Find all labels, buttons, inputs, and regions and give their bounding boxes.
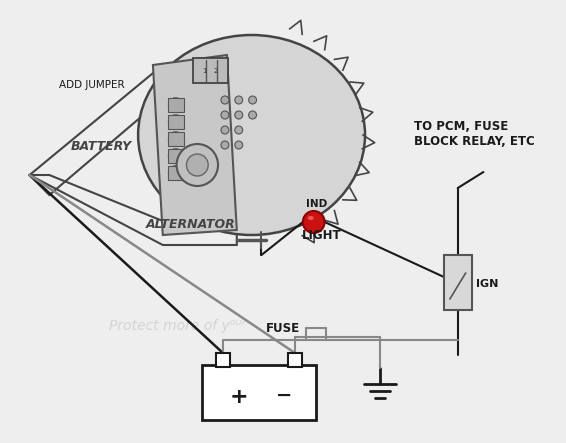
Ellipse shape bbox=[177, 144, 218, 186]
Circle shape bbox=[235, 96, 243, 104]
Circle shape bbox=[303, 211, 324, 233]
Circle shape bbox=[221, 141, 229, 149]
Ellipse shape bbox=[186, 154, 208, 176]
Bar bbox=[202, 365, 316, 420]
Bar bbox=[168, 115, 183, 129]
Bar bbox=[168, 98, 183, 112]
Circle shape bbox=[221, 111, 229, 119]
Ellipse shape bbox=[308, 216, 314, 220]
Bar bbox=[168, 149, 183, 163]
Bar bbox=[194, 58, 228, 83]
Bar bbox=[444, 255, 471, 310]
Text: 1: 1 bbox=[202, 68, 207, 74]
Text: 2: 2 bbox=[213, 68, 217, 74]
Circle shape bbox=[221, 96, 229, 104]
Polygon shape bbox=[153, 55, 237, 235]
Bar bbox=[168, 166, 183, 180]
Circle shape bbox=[235, 126, 243, 134]
Text: IND: IND bbox=[306, 199, 327, 209]
Circle shape bbox=[221, 126, 229, 134]
Text: −: − bbox=[276, 386, 293, 405]
Text: +: + bbox=[230, 387, 248, 407]
Circle shape bbox=[235, 111, 243, 119]
Circle shape bbox=[248, 111, 256, 119]
Text: TO PCM, FUSE
BLOCK RELAY, ETC: TO PCM, FUSE BLOCK RELAY, ETC bbox=[414, 120, 535, 148]
Bar bbox=[168, 132, 183, 146]
Bar bbox=[216, 353, 230, 367]
Text: ALTERNATOR: ALTERNATOR bbox=[146, 218, 236, 231]
Text: ADD JUMPER: ADD JUMPER bbox=[59, 80, 125, 90]
Text: FUSE: FUSE bbox=[267, 322, 301, 335]
Text: IGN: IGN bbox=[475, 279, 498, 289]
Text: Protect more of y⁰ᵁʳ: Protect more of y⁰ᵁʳ bbox=[109, 319, 245, 333]
Circle shape bbox=[235, 141, 243, 149]
Text: BATTERY: BATTERY bbox=[71, 140, 132, 153]
Ellipse shape bbox=[138, 35, 365, 235]
Bar bbox=[288, 353, 302, 367]
Circle shape bbox=[248, 96, 256, 104]
Text: LIGHT: LIGHT bbox=[302, 229, 341, 242]
